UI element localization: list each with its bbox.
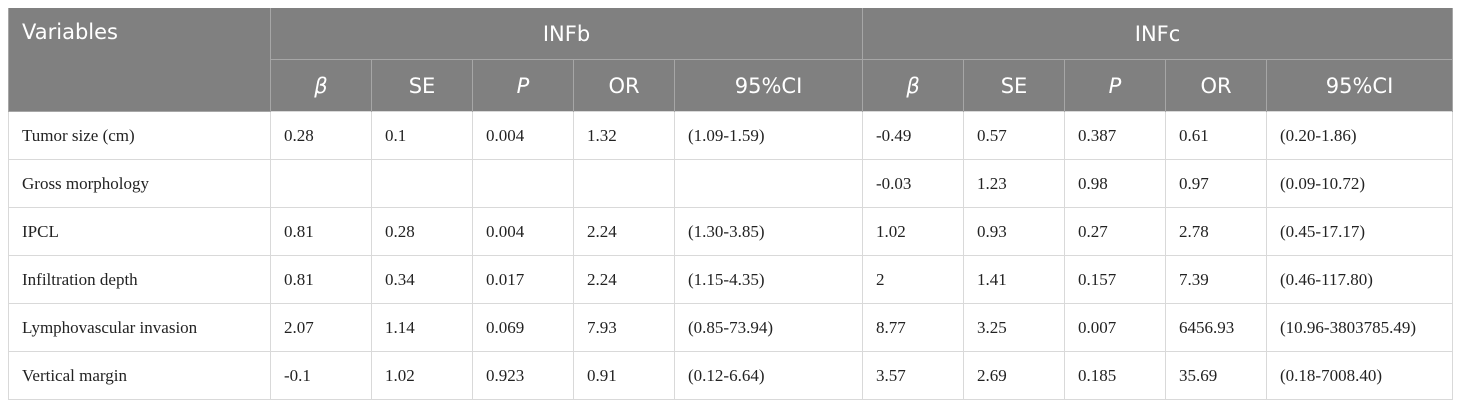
cell-infc-se: 1.41 bbox=[963, 255, 1066, 304]
header-infb-or: OR bbox=[573, 59, 675, 112]
cell-infc-ci: (0.09-10.72) bbox=[1266, 159, 1454, 208]
cell-infc-se: 0.57 bbox=[963, 111, 1066, 160]
table-row: Gross morphology -0.03 1.23 0.98 0.97 (0… bbox=[8, 159, 1454, 208]
cell-infc-ci: (0.46-117.80) bbox=[1266, 255, 1454, 304]
cell-infc-se: 0.93 bbox=[963, 207, 1066, 256]
cell-infb-p: 0.069 bbox=[472, 303, 574, 352]
cell-infb-p: 0.004 bbox=[472, 207, 574, 256]
cell-infc-beta: 1.02 bbox=[862, 207, 965, 256]
header-infb-ci: 95%CI bbox=[673, 59, 864, 112]
cell-infc-se: 1.23 bbox=[963, 159, 1066, 208]
cell-variable: Vertical margin bbox=[8, 351, 271, 400]
cell-infc-p: 0.98 bbox=[1064, 159, 1167, 208]
cell-infb-or: 7.93 bbox=[573, 303, 675, 352]
cell-infb-ci: (0.85-73.94) bbox=[673, 303, 864, 352]
cell-infc-p: 0.007 bbox=[1064, 303, 1167, 352]
cell-infb-p bbox=[472, 159, 574, 208]
cell-infc-beta: 8.77 bbox=[862, 303, 965, 352]
table-row: Vertical margin -0.1 1.02 0.923 0.91 (0.… bbox=[8, 351, 1454, 400]
cell-infc-or: 0.61 bbox=[1165, 111, 1268, 160]
cell-infb-or: 2.24 bbox=[573, 255, 675, 304]
table-row: Lymphovascular invasion 2.07 1.14 0.069 … bbox=[8, 303, 1454, 352]
cell-infb-beta bbox=[270, 159, 372, 208]
cell-infc-beta: -0.49 bbox=[862, 111, 965, 160]
cell-infc-or: 6456.93 bbox=[1165, 303, 1268, 352]
cell-infb-beta: 0.81 bbox=[270, 207, 372, 256]
header-group-infb: INFb bbox=[269, 8, 864, 60]
header-infb-se: SE bbox=[371, 59, 473, 112]
cell-infb-p: 0.017 bbox=[472, 255, 574, 304]
cell-infc-ci: (0.45-17.17) bbox=[1266, 207, 1454, 256]
cell-variable: Tumor size (cm) bbox=[8, 111, 271, 160]
cell-infc-beta: -0.03 bbox=[862, 159, 965, 208]
cell-infc-beta: 3.57 bbox=[862, 351, 965, 400]
cell-infc-se: 2.69 bbox=[963, 351, 1066, 400]
cell-infb-or bbox=[573, 159, 675, 208]
table-row: Tumor size (cm) 0.28 0.1 0.004 1.32 (1.0… bbox=[8, 111, 1454, 160]
cell-infb-beta: -0.1 bbox=[270, 351, 372, 400]
cell-infc-ci: (0.18-7008.40) bbox=[1266, 351, 1454, 400]
cell-infb-ci: (1.30-3.85) bbox=[673, 207, 864, 256]
cell-infb-ci: (1.09-1.59) bbox=[673, 111, 864, 160]
cell-infc-p: 0.27 bbox=[1064, 207, 1167, 256]
table-row: Infiltration depth 0.81 0.34 0.017 2.24 … bbox=[8, 255, 1454, 304]
cell-infb-se: 0.1 bbox=[371, 111, 473, 160]
cell-infb-beta: 0.28 bbox=[270, 111, 372, 160]
cell-infb-se: 0.28 bbox=[371, 207, 473, 256]
header-infb-p: P bbox=[472, 59, 574, 112]
table-body: Tumor size (cm) 0.28 0.1 0.004 1.32 (1.0… bbox=[8, 111, 1454, 400]
cell-infc-p: 0.185 bbox=[1064, 351, 1167, 400]
cell-infb-p: 0.004 bbox=[472, 111, 574, 160]
cell-infb-ci: (1.15-4.35) bbox=[673, 255, 864, 304]
cell-infc-or: 2.78 bbox=[1165, 207, 1268, 256]
cell-variable: IPCL bbox=[8, 207, 271, 256]
cell-variable: Gross morphology bbox=[8, 159, 271, 208]
cell-variable: Infiltration depth bbox=[8, 255, 271, 304]
cell-infc-p: 0.387 bbox=[1064, 111, 1167, 160]
header-infb-beta: β bbox=[270, 59, 372, 112]
header-infc-p: P bbox=[1064, 59, 1167, 112]
cell-infb-p: 0.923 bbox=[472, 351, 574, 400]
regression-table: Variables INFb INFc β SE P OR 95%CI β SE… bbox=[8, 8, 1454, 400]
cell-infc-or: 35.69 bbox=[1165, 351, 1268, 400]
header-infc-beta: β bbox=[862, 59, 965, 112]
cell-infc-p: 0.157 bbox=[1064, 255, 1167, 304]
header-group-infc: INFc bbox=[862, 8, 1454, 60]
cell-infb-se: 1.02 bbox=[371, 351, 473, 400]
cell-infc-ci: (10.96-3803785.49) bbox=[1266, 303, 1454, 352]
table-row: IPCL 0.81 0.28 0.004 2.24 (1.30-3.85) 1.… bbox=[8, 207, 1454, 256]
cell-infb-or: 1.32 bbox=[573, 111, 675, 160]
regression-table-container: Variables INFb INFc β SE P OR 95%CI β SE… bbox=[8, 8, 1454, 400]
cell-variable: Lymphovascular invasion bbox=[8, 303, 271, 352]
cell-infb-ci: (0.12-6.64) bbox=[673, 351, 864, 400]
table-header: Variables INFb INFc β SE P OR 95%CI β SE… bbox=[8, 8, 1454, 112]
cell-infb-or: 0.91 bbox=[573, 351, 675, 400]
cell-infc-or: 0.97 bbox=[1165, 159, 1268, 208]
cell-infc-se: 3.25 bbox=[963, 303, 1066, 352]
cell-infb-se: 1.14 bbox=[371, 303, 473, 352]
header-variables: Variables bbox=[8, 8, 271, 112]
cell-infb-beta: 0.81 bbox=[270, 255, 372, 304]
header-infc-or: OR bbox=[1165, 59, 1268, 112]
cell-infb-se bbox=[371, 159, 473, 208]
cell-infb-ci bbox=[673, 159, 864, 208]
header-infc-se: SE bbox=[963, 59, 1066, 112]
header-infc-ci: 95%CI bbox=[1266, 59, 1454, 112]
cell-infc-ci: (0.20-1.86) bbox=[1266, 111, 1454, 160]
cell-infc-beta: 2 bbox=[862, 255, 965, 304]
cell-infb-beta: 2.07 bbox=[270, 303, 372, 352]
cell-infc-or: 7.39 bbox=[1165, 255, 1268, 304]
cell-infb-or: 2.24 bbox=[573, 207, 675, 256]
cell-infb-se: 0.34 bbox=[371, 255, 473, 304]
